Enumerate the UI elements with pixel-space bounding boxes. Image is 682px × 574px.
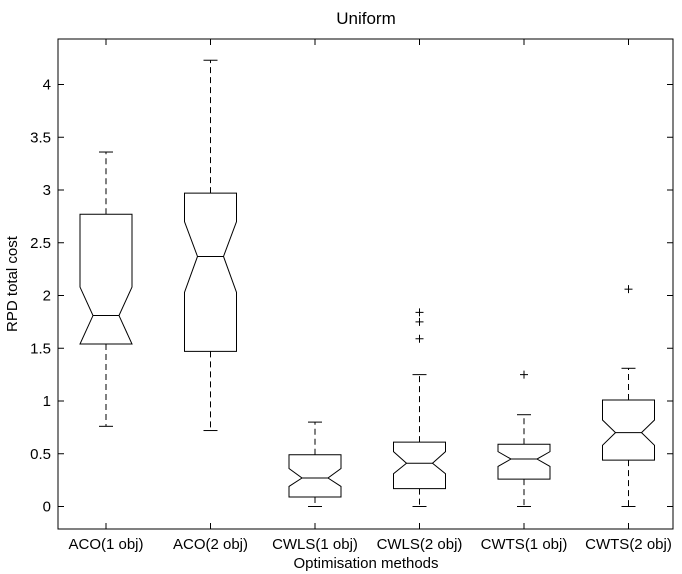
box-body — [184, 192, 237, 352]
x-axis: ACO(1 obj) ACO(2 obj) CWLS(1 obj) CWLS(2 ob… — [68, 39, 672, 553]
outlier-marker — [624, 285, 633, 294]
box-body — [79, 213, 133, 345]
box-body — [393, 441, 446, 490]
box-4 — [393, 308, 446, 507]
x-tick-label: ACO(2 obj) — [173, 536, 248, 553]
y-tick-label: 1.5 — [30, 340, 51, 357]
box-3 — [288, 421, 342, 507]
box-body — [602, 399, 655, 461]
chart-title: Uniform — [336, 9, 396, 28]
y-tick-label: 3 — [43, 182, 51, 199]
box-2 — [184, 59, 237, 432]
y-tick-label: 3.5 — [30, 129, 51, 146]
plot-frame — [57, 38, 674, 530]
x-tick-label: ACO(1 obj) — [68, 536, 143, 553]
outlier-marker — [415, 317, 424, 326]
y-tick-label: 4 — [43, 77, 51, 94]
x-tick-label: CWLS(1 obj) — [272, 536, 358, 553]
outlier-marker — [415, 334, 424, 343]
x-tick-label: CWLS(2 obj) — [377, 536, 463, 553]
y-tick-label: 0.5 — [30, 446, 51, 463]
box-1 — [79, 151, 133, 427]
y-tick-label: 2 — [43, 288, 51, 305]
box-body — [288, 454, 342, 498]
y-tick-label: 1 — [43, 393, 51, 410]
x-tick-label: CWTS(1 obj) — [481, 536, 568, 553]
box-series — [79, 59, 655, 507]
box-5 — [497, 370, 551, 507]
box-body — [497, 443, 551, 480]
y-axis-label: RPD total cost — [4, 235, 21, 332]
outlier-marker — [520, 370, 528, 379]
y-axis: 0 0.5 1 1.5 2 2.5 3 3.5 4 — [30, 77, 673, 516]
y-tick-label: 0 — [43, 499, 51, 516]
x-tick-label: CWTS(2 obj) — [585, 536, 672, 553]
x-axis-label: Optimisation methods — [293, 555, 438, 572]
y-tick-label: 2.5 — [30, 235, 51, 252]
box-6 — [602, 285, 655, 507]
outlier-marker — [415, 308, 424, 317]
